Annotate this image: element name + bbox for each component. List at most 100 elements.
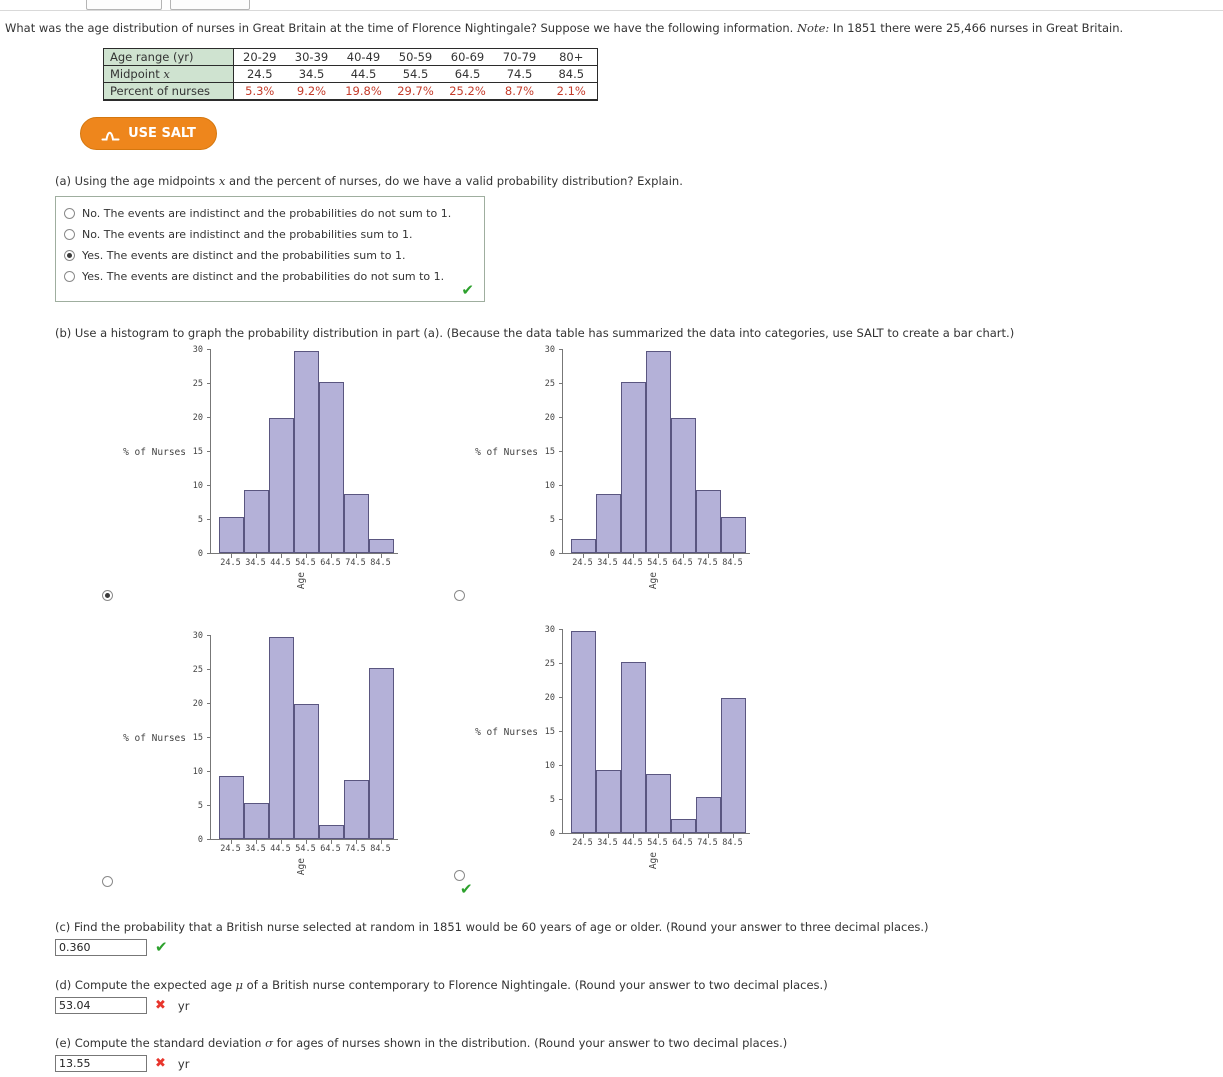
radio-button[interactable] (64, 271, 75, 282)
part-d-prompt-text: (d) Compute the expected age (55, 978, 236, 992)
x-axis-title: Age (296, 572, 307, 590)
table-row-age-range: Age range (yr) 20-29 30-39 40-49 50-59 6… (103, 48, 598, 66)
x-tick (231, 840, 232, 844)
x-tick-label: 84.5 (722, 558, 743, 568)
mu-symbol: μ (235, 978, 244, 992)
top-tab-2[interactable] (170, 0, 250, 10)
x-tick-label: 54.5 (647, 558, 668, 568)
radio-button[interactable] (64, 208, 75, 219)
part-a-option-4[interactable]: Yes. The events are distinct and the pro… (56, 266, 484, 287)
x-tick (583, 834, 584, 838)
table-row-midpoint: Midpoint x 24.5 34.5 44.5 54.5 64.5 74.5… (103, 65, 598, 83)
correct-check-icon: ✔ (155, 938, 168, 956)
part-c-answer-input[interactable] (55, 939, 147, 956)
y-tick-label: 30 (192, 631, 203, 641)
y-tick (559, 552, 563, 554)
x-tick (583, 554, 584, 558)
x-tick-label: 54.5 (647, 838, 668, 848)
histogram-bar (319, 824, 344, 839)
histogram-bar (596, 770, 621, 833)
part-a-prompt-text-2: and the percent of nurses, do we have a … (225, 174, 683, 188)
plot-area (207, 348, 398, 558)
y-tick-label: 5 (197, 515, 203, 525)
part-e-answer-row: ✖ yr (55, 1055, 1223, 1072)
chart-option-radio[interactable] (454, 870, 465, 881)
x-tick (306, 840, 307, 844)
part-e-prompt-text-2: for ages of nurses shown in the distribu… (272, 1036, 788, 1050)
part-b-chart-options: % of Nurses 0 5 10 15 20 25 30 24.5 34.5 44.5 54.… (0, 345, 1223, 898)
option-label: Yes. The events are distinct and the pro… (82, 249, 406, 262)
table-cell-percent: 5.3% (233, 82, 286, 101)
plot-area (559, 348, 750, 558)
x-tick-label: 24.5 (572, 838, 593, 848)
y-tick (559, 348, 563, 350)
y-axis-title: % of Nurses (475, 447, 538, 458)
x-tick-label: 34.5 (245, 558, 266, 568)
table-cell: 80+ (545, 48, 598, 66)
part-a-option-3[interactable]: Yes. The events are distinct and the pro… (56, 245, 484, 266)
table-cell: 70-79 (493, 48, 546, 66)
histogram-bar (294, 351, 319, 553)
x-tick (608, 834, 609, 838)
radio-button[interactable] (64, 229, 75, 240)
y-tick (559, 662, 563, 664)
y-tick-label: 20 (544, 693, 555, 703)
histogram-bar (244, 490, 269, 553)
histogram-bar (671, 818, 696, 833)
histogram-bar (646, 351, 671, 553)
use-salt-button[interactable]: USE SALT (80, 117, 217, 150)
histogram-bar (621, 381, 646, 553)
y-axis-ticks: 0 5 10 15 20 25 30 (540, 345, 558, 559)
part-d-answer-input[interactable] (55, 997, 147, 1014)
y-tick-label: 5 (197, 801, 203, 811)
x-tick-label: 34.5 (245, 844, 266, 854)
chart-option-radio[interactable] (102, 876, 113, 887)
data-table: Age range (yr) 20-29 30-39 40-49 50-59 6… (103, 48, 598, 101)
x-tick (356, 554, 357, 558)
part-a-prompt-text: (a) Using the age midpoints (55, 174, 219, 188)
histogram-option-4: % of Nurses 0 5 10 15 20 25 30 24.5 34.5 44.5 54.… (450, 625, 760, 898)
y-tick-label: 15 (192, 733, 203, 743)
y-tick-label: 10 (192, 767, 203, 777)
chart-option-radio[interactable] (454, 590, 465, 601)
part-a-option-2[interactable]: No. The events are indistinct and the pr… (56, 224, 484, 245)
y-tick (207, 450, 211, 452)
y-axis-title: % of Nurses (475, 727, 538, 738)
y-tick (207, 668, 211, 670)
x-axis-ticks: 24.5 34.5 44.5 54.5 64.5 74.5 84.5 (210, 844, 393, 854)
chart-option-radio[interactable] (102, 590, 113, 601)
y-tick (559, 832, 563, 834)
y-tick (207, 382, 211, 384)
x-tick (281, 554, 282, 558)
y-tick-label: 0 (549, 549, 555, 559)
x-tick (633, 834, 634, 838)
histogram-bar (721, 516, 746, 553)
row-label-midpoint: Midpoint x (103, 65, 234, 83)
note-label: Note: (796, 21, 830, 35)
y-tick (559, 450, 563, 452)
table-cell-percent: 2.1% (545, 82, 598, 101)
y-tick (207, 838, 211, 840)
histogram-bar (696, 796, 721, 833)
part-a-option-1[interactable]: No. The events are indistinct and the pr… (56, 203, 484, 224)
histogram-bar (219, 516, 244, 553)
y-tick-label: 5 (549, 515, 555, 525)
x-tick-label: 44.5 (270, 844, 291, 854)
radio-button[interactable] (64, 250, 75, 261)
y-tick-label: 0 (197, 835, 203, 845)
y-tick (559, 416, 563, 418)
y-tick-label: 25 (192, 379, 203, 389)
salt-chart-icon (101, 127, 120, 141)
intro-text-2: In 1851 there were 25,466 nurses in Grea… (829, 21, 1124, 35)
x-axis-title: Age (648, 852, 659, 870)
table-cell-percent: 19.8% (337, 82, 390, 101)
histogram-bar (571, 538, 596, 553)
top-tab-1[interactable] (86, 0, 162, 10)
x-tick-label: 24.5 (572, 558, 593, 568)
histogram-bar (344, 779, 369, 839)
table-cell: 34.5 (285, 65, 338, 83)
x-tick (708, 554, 709, 558)
x-tick (658, 554, 659, 558)
part-e-answer-input[interactable] (55, 1055, 147, 1072)
histogram-bar (269, 637, 294, 839)
